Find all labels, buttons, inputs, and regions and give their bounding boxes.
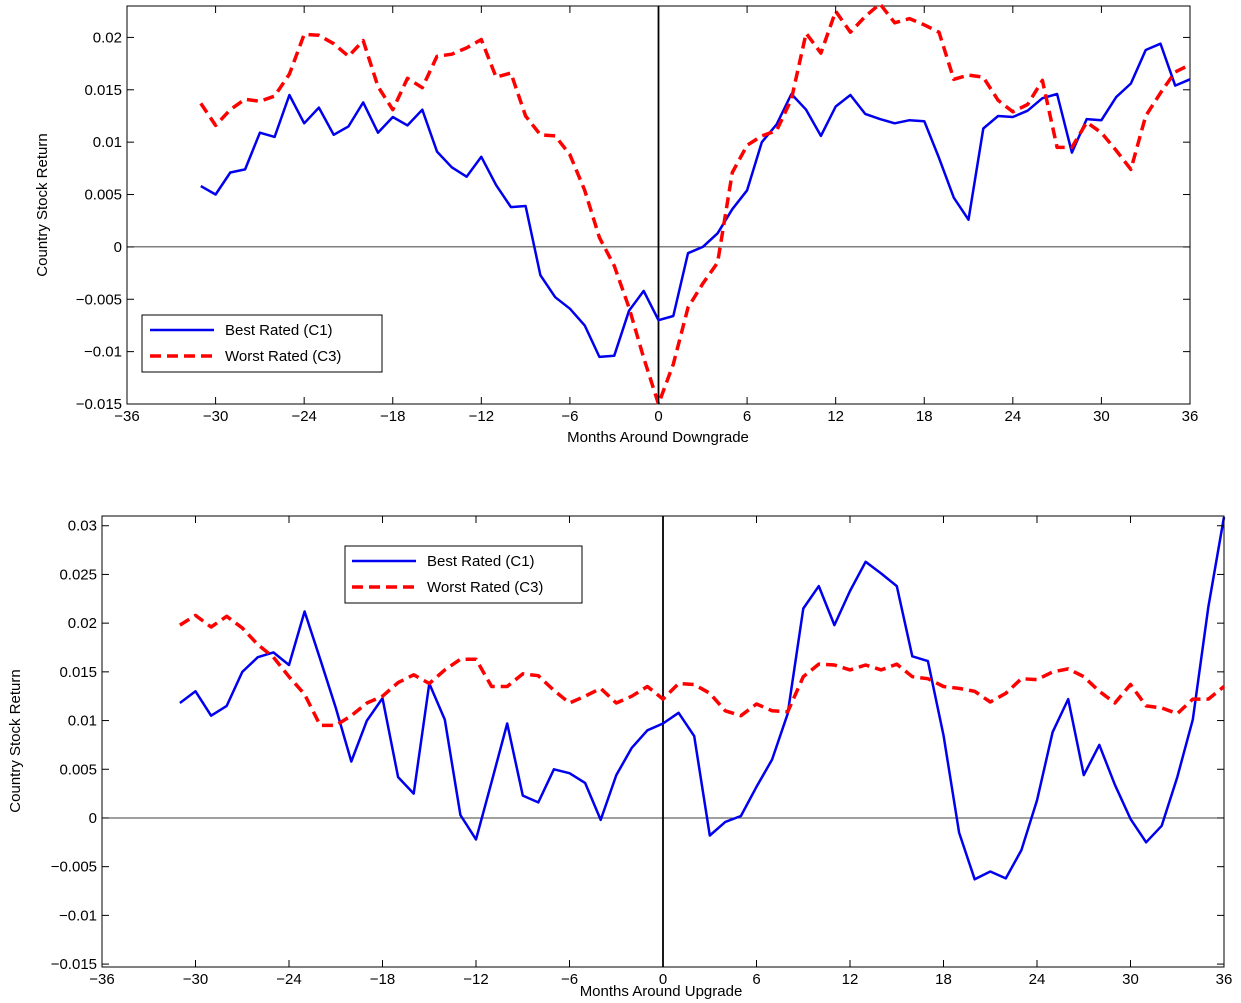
series-line-best-rated <box>200 42 1191 359</box>
y-tick-label: 0.015 <box>59 664 97 681</box>
chart-upgrade: −36 −30 −24 −18 −12 −6 0 6 12 18 24 30 36 −0.015−0.0… <box>7 515 1232 1000</box>
y-tick-label: −0.01 <box>84 344 122 361</box>
x-tick-label: 6 <box>752 971 760 988</box>
y-tick-label: 0.01 <box>68 713 97 730</box>
x-tick-label: 18 <box>916 408 933 425</box>
x-axis-upgrade: −36 −30 −24 −18 −12 −6 0 6 12 18 24 30 36 <box>89 516 1232 988</box>
legend-label-best-downgrade: Best Rated (C1) <box>225 322 333 339</box>
legend-label-best-upgrade: Best Rated (C1) <box>427 553 535 570</box>
x-tick-label: 18 <box>935 971 952 988</box>
series-layer-upgrade <box>178 516 1226 881</box>
legend-box-downgrade <box>141 314 383 373</box>
y-tick-label: −0.005 <box>76 291 122 308</box>
y-tick-label: 0.025 <box>59 566 97 583</box>
x-tick-label: 30 <box>1093 408 1110 425</box>
y-tick-label: 0.005 <box>84 187 122 204</box>
x-tick-label: 30 <box>1122 971 1139 988</box>
y-axis-upgrade: −0.015 −0.01 −0.005 0 0.005 0.01 0.015 0.02 0.02… <box>51 518 1224 973</box>
y-tick-label: 0.005 <box>59 761 97 778</box>
series-line-worst-rated <box>178 613 1226 728</box>
y-tick-label: −0.005 <box>51 859 97 876</box>
x-axis-downgrade: −36 −30 −24 −18 −12 −6 0 6 12 18 24 30 36 <box>114 6 1198 425</box>
x-tick-label: −24 <box>276 971 301 988</box>
x-tick-label: 12 <box>842 971 859 988</box>
x-tick-label: −30 <box>203 408 228 425</box>
series-line-worst-rated <box>199 2 1191 406</box>
chart-downgrade: −36 −30 −24 −18 −12 −6 0 6 12 18 24 30 36 −0.015−0.0… <box>34 2 1198 446</box>
x-tick-label: 36 <box>1182 408 1199 425</box>
y-tick-label: 0 <box>114 239 122 256</box>
reference-lines-downgrade <box>127 6 1190 404</box>
x-tick-label: −18 <box>370 971 395 988</box>
x-tick-label: 24 <box>1029 971 1046 988</box>
x-tick-label: 6 <box>743 408 751 425</box>
x-tick-label: 24 <box>1004 408 1021 425</box>
legend-label-worst-upgrade: Worst Rated (C3) <box>427 579 543 596</box>
series-layer-downgrade <box>199 2 1191 406</box>
y-tick-label: 0.02 <box>68 615 97 632</box>
x-tick-label: 12 <box>827 408 844 425</box>
x-tick-label: −12 <box>463 971 488 988</box>
y-axis-downgrade: −0.015 −0.01 −0.005 0 0.005 0.01 0.015 0.02 <box>76 29 1190 413</box>
x-tick-label: −6 <box>561 971 578 988</box>
series-line-best-rated <box>179 516 1226 881</box>
y-tick-label: 0 <box>89 810 97 827</box>
y-tick-label: −0.015 <box>76 396 122 413</box>
x-tick-label: −36 <box>114 408 139 425</box>
legend-upgrade: Best Rated (C1) Worst Rated (C3) <box>344 545 583 604</box>
y-tick-label: −0.01 <box>59 907 97 924</box>
legend-downgrade: Best Rated (C1) Worst Rated (C3) <box>141 314 383 373</box>
x-tick-label: −12 <box>469 408 494 425</box>
x-tick-label: −18 <box>380 408 405 425</box>
y-tick-label: 0.02 <box>93 29 122 46</box>
x-tick-label: 0 <box>654 408 662 425</box>
x-tick-label: 36 <box>1216 971 1233 988</box>
y-tick-label: 0.01 <box>93 134 122 151</box>
legend-box-upgrade <box>344 545 583 604</box>
reference-lines-upgrade <box>102 516 1224 967</box>
x-tick-label: −24 <box>291 408 316 425</box>
x-tick-label: −6 <box>561 408 578 425</box>
y-tick-label: −0.015 <box>51 956 97 973</box>
x-axis-label-downgrade: Months Around Downgrade <box>567 429 749 446</box>
y-tick-label: 0.015 <box>84 82 122 99</box>
x-tick-label: 0 <box>659 971 667 988</box>
y-axis-label-upgrade: Country Stock Return <box>7 669 24 812</box>
legend-label-worst-downgrade: Worst Rated (C3) <box>225 348 341 365</box>
x-tick-label: −36 <box>89 971 114 988</box>
y-axis-label-downgrade: Country Stock Return <box>34 133 51 276</box>
x-axis-label-upgrade: Months Around Upgrade <box>580 983 743 1000</box>
y-tick-label: 0.03 <box>68 518 97 535</box>
x-tick-label: −30 <box>183 971 208 988</box>
